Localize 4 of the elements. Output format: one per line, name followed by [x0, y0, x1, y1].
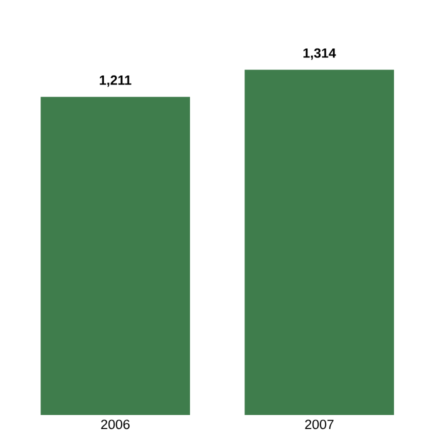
x-tick-label: 2006 [101, 420, 130, 430]
data-label: 1,314 [303, 48, 336, 60]
data-label: 1,211 [100, 75, 132, 87]
x-tick-label: 2007 [305, 420, 334, 430]
